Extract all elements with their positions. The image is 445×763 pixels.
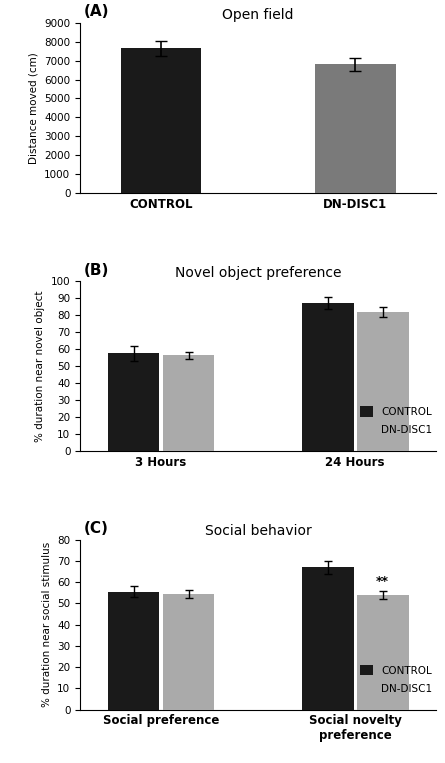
Bar: [357, 312, 409, 451]
Bar: [315, 64, 396, 193]
Bar: [121, 48, 202, 193]
Text: (A): (A): [84, 5, 109, 20]
Legend: CONTROL, DN-DISC1: CONTROL, DN-DISC1: [358, 663, 434, 696]
Bar: [302, 304, 354, 451]
Text: (C): (C): [84, 521, 109, 536]
Title: Novel object preference: Novel object preference: [175, 266, 341, 280]
Bar: [162, 356, 214, 451]
Y-axis label: % duration near novel object: % duration near novel object: [35, 291, 45, 442]
Y-axis label: Distance moved (cm): Distance moved (cm): [28, 52, 39, 164]
Title: Open field: Open field: [222, 8, 294, 21]
Y-axis label: % duration near social stimulus: % duration near social stimulus: [42, 542, 52, 707]
Bar: [108, 353, 159, 451]
Text: **: **: [376, 575, 389, 588]
Bar: [162, 594, 214, 710]
Bar: [302, 567, 354, 710]
Text: (B): (B): [84, 262, 109, 278]
Legend: CONTROL, DN-DISC1: CONTROL, DN-DISC1: [358, 404, 434, 437]
Title: Social behavior: Social behavior: [205, 524, 312, 539]
Bar: [108, 591, 159, 710]
Bar: [357, 595, 409, 710]
